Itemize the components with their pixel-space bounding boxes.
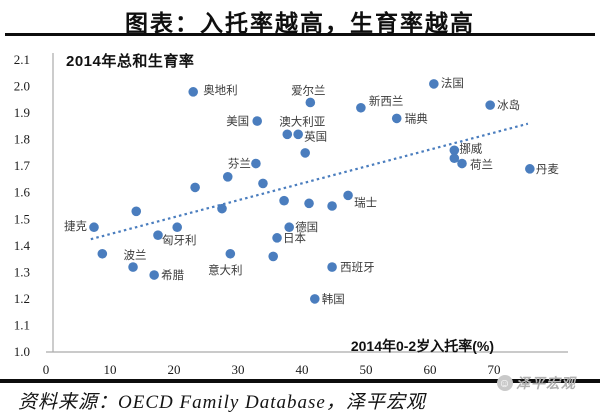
- point-label-uk: 英国: [304, 129, 327, 143]
- point-label-austria: 奥地利: [203, 83, 238, 97]
- data-point-unlabeled: [300, 148, 311, 158]
- x-axis-title: 2014年0-2岁入托率(%): [350, 338, 494, 354]
- data-point-france: [429, 79, 439, 89]
- point-label-finland: 芬兰: [228, 158, 251, 171]
- x-tick-label: 70: [488, 362, 501, 377]
- source-note: 资料来源：OECD Family Database，泽平宏观: [18, 392, 426, 413]
- y-tick-label: 1.3: [14, 264, 30, 279]
- y-tick-label: 1.7: [14, 158, 31, 173]
- data-point-unlabeled: [97, 248, 108, 259]
- y-tick-label: 1.1: [14, 317, 30, 332]
- data-point-south-korea: [310, 294, 320, 304]
- data-point-switzerland: [343, 190, 353, 201]
- point-label-japan: 日本: [283, 231, 306, 245]
- data-point-netherlands: [457, 158, 467, 169]
- data-point-sweden: [391, 113, 402, 124]
- point-label-spain: 西班牙: [340, 261, 375, 274]
- point-label-italy: 意大利: [208, 263, 243, 277]
- y-axis-title: 2014年总和生育率: [66, 53, 195, 70]
- data-point-poland: [128, 262, 138, 272]
- point-label-greece: 希腊: [161, 268, 184, 282]
- zeping-logo-icon: ☺: [497, 375, 513, 391]
- point-label-sweden: 瑞典: [405, 111, 428, 125]
- data-point-unlabeled: [304, 198, 314, 209]
- data-point-usa: [252, 116, 262, 126]
- point-label-poland: 波兰: [124, 249, 147, 262]
- point-label-denmark: 丹麦: [536, 163, 559, 176]
- point-label-czech: 捷克: [64, 219, 87, 233]
- data-point-unlabeled: [190, 182, 200, 193]
- x-tick-label: 30: [232, 362, 245, 377]
- data-point-spain: [327, 262, 337, 272]
- y-tick-label: 1.8: [14, 132, 30, 147]
- y-tick-label: 1.4: [14, 238, 31, 253]
- point-label-iceland: 冰岛: [497, 98, 520, 112]
- point-label-usa: 美国: [226, 114, 249, 128]
- y-tick-label: 1.6: [14, 185, 31, 200]
- y-tick-label: 2.0: [14, 79, 30, 94]
- zeping-logo: ☺ 泽平宏观: [497, 373, 576, 393]
- data-point-unlabeled: [131, 206, 142, 217]
- trendline: [90, 122, 529, 241]
- title-divider: [5, 33, 595, 36]
- data-point-unlabeled: [258, 178, 268, 189]
- y-tick-label: 1.9: [14, 105, 30, 120]
- point-label-norway: 挪威: [459, 141, 482, 155]
- point-label-netherlands: 荷兰: [470, 159, 493, 172]
- point-label-france: 法国: [441, 76, 464, 90]
- x-tick-label: 60: [424, 362, 437, 377]
- data-point-austria: [188, 87, 198, 97]
- x-tick-label: 0: [43, 362, 50, 377]
- data-point-unlabeled: [279, 195, 289, 206]
- data-point-czech: [89, 222, 99, 233]
- y-tick-label: 1.0: [14, 344, 30, 359]
- data-point-finland: [251, 158, 261, 169]
- point-label-new-zealand: 新西兰: [369, 94, 404, 108]
- data-point-denmark: [525, 164, 535, 174]
- y-tick-label: 2.1: [14, 52, 30, 67]
- x-tick-label: 20: [168, 362, 181, 377]
- page-title: 图表：入托率越高，生育率越高: [125, 11, 475, 36]
- x-tick-label: 10: [104, 362, 117, 377]
- axis-lines: [46, 53, 568, 353]
- x-tick-label: 40: [296, 362, 309, 377]
- point-label-germany: 德国: [295, 220, 318, 234]
- data-point-germany: [284, 222, 295, 233]
- data-point-hungary: [153, 230, 163, 240]
- data-point-greece: [149, 270, 159, 280]
- data-point-unlabeled: [327, 201, 337, 211]
- data-point-new-zealand: [356, 102, 366, 113]
- zeping-logo-text: 泽平宏观: [516, 375, 576, 391]
- data-point-norway: [449, 145, 460, 156]
- data-point-uk: [293, 129, 303, 140]
- data-point-ireland: [305, 97, 316, 108]
- point-label-australia: 澳大利亚: [279, 114, 325, 128]
- y-tick-label: 1.2: [14, 291, 30, 306]
- point-label-ireland: 爱尔兰: [291, 83, 326, 97]
- footer-divider: [0, 379, 600, 383]
- data-point-australia: [282, 129, 293, 140]
- data-point-unlabeled: [449, 153, 460, 164]
- x-tick-label: 50: [360, 362, 373, 377]
- data-point-unlabeled: [222, 171, 233, 182]
- point-label-south-korea: 韩国: [322, 292, 345, 306]
- point-label-hungary: 匈牙利: [162, 233, 197, 247]
- data-point-japan: [272, 233, 282, 243]
- data-point-unlabeled: [217, 203, 227, 214]
- y-tick-label: 1.5: [14, 211, 30, 226]
- point-label-switzerland: 瑞士: [354, 195, 377, 209]
- data-point-iceland: [485, 100, 495, 110]
- data-point-unlabeled: [172, 222, 182, 233]
- data-point-unlabeled: [268, 251, 279, 262]
- data-point-italy: [225, 248, 236, 259]
